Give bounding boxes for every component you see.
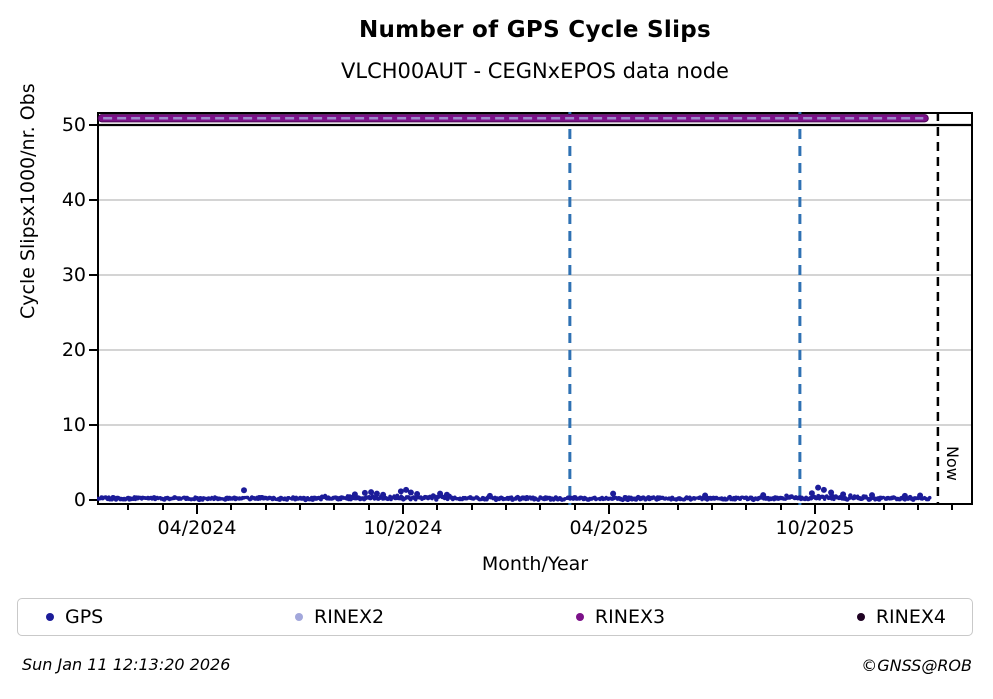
gps-outlier-point (815, 484, 822, 491)
legend-item-rinex4: RINEX4 (856, 606, 946, 628)
y-tick-mark (89, 424, 97, 426)
y-tick-mark (89, 499, 97, 501)
x-minor-tick-mark (230, 505, 233, 510)
gps-outlier-point (828, 489, 835, 496)
x-minor-tick-mark (779, 505, 782, 510)
x-minor-tick-mark (916, 505, 919, 510)
x-minor-tick-mark (642, 505, 645, 510)
x-minor-tick-mark (436, 505, 439, 510)
x-minor-tick-mark (367, 505, 370, 510)
gps-outlier-point (373, 490, 380, 497)
legend-label: RINEX2 (314, 606, 385, 628)
gps-outlier-point (840, 491, 847, 498)
y-tick-mark (89, 124, 97, 126)
gps-outlier-point (869, 492, 875, 499)
x-minor-tick-mark (470, 505, 473, 510)
x-major-tick-mark (607, 505, 610, 514)
x-major-tick-mark (196, 505, 198, 514)
gps-outlier-point (437, 490, 444, 497)
gps-point (445, 496, 450, 502)
gps-outlier-point (351, 491, 358, 498)
x-axis-title: Month/Year (481, 553, 589, 575)
y-axis-title: Cycle Slipsx1000/nr. Obs (17, 83, 39, 319)
y-tick-label: 50 (61, 113, 86, 136)
y-tick-mark (89, 199, 97, 201)
gps-point (822, 497, 827, 501)
gps-outlier-point (820, 486, 827, 493)
y-tick-label: 30 (61, 263, 86, 286)
now-line-label: Now (943, 446, 962, 481)
y-tick-label: 10 (61, 413, 86, 436)
legend-item-rinex2: RINEX2 (295, 606, 384, 628)
x-minor-tick-mark (298, 505, 301, 510)
gps-outlier-point (380, 491, 387, 498)
x-major-tick-mark (401, 505, 404, 514)
x-minor-tick-mark (710, 505, 713, 510)
gps-outlier-point (486, 492, 493, 499)
legend-item-gps: GPS (46, 606, 103, 628)
x-minor-tick-mark (127, 505, 130, 510)
x-minor-tick-mark (539, 505, 542, 510)
x-minor-tick-mark (676, 505, 679, 510)
legend-marker-icon (856, 613, 865, 621)
legend-marker-icon (295, 613, 304, 621)
legend-label: GPS (65, 606, 104, 628)
x-minor-tick-mark (848, 505, 851, 510)
y-tick-label: 0 (73, 488, 86, 511)
x-major-tick-mark (813, 505, 816, 514)
x-tick-label: 10/2024 (363, 517, 443, 539)
gps-outlier-point (361, 489, 368, 496)
y-tick-mark (89, 274, 97, 276)
gps-point (395, 493, 400, 498)
x-minor-tick-mark (573, 505, 576, 510)
gps-outlier-point (414, 491, 421, 497)
gps-outlier-point (368, 489, 375, 496)
chart-legend: GPS RINEX2 RINEX3 RINEX4 (17, 598, 973, 636)
gps-outlier-point (407, 489, 414, 496)
x-minor-tick-mark (333, 505, 336, 510)
legend-label: RINEX3 (594, 606, 666, 628)
chart-subtitle: VLCH00AUT - CEGNxEPOS data node (341, 59, 729, 83)
legend-marker-icon (575, 613, 584, 621)
gps-outlier-point (610, 490, 617, 497)
chart-canvas (97, 112, 973, 505)
y-tick-label: 40 (61, 188, 86, 211)
plot-timestamp: Sun Jan 11 12:13:20 2026 (22, 655, 231, 674)
gps-point (927, 495, 932, 500)
legend-marker-icon (46, 613, 54, 621)
gps-outlier-point (443, 491, 450, 498)
x-minor-tick-mark (161, 505, 164, 510)
chart-title: Number of GPS Cycle Slips (358, 17, 712, 43)
x-minor-tick-mark (882, 505, 885, 510)
copyright-credit: ©GNSS@ROB (861, 656, 972, 675)
gps-outlier-point (901, 492, 908, 499)
x-minor-tick-mark (264, 505, 267, 510)
x-tick-label: 10/2025 (775, 517, 855, 539)
plot-spines (97, 112, 973, 505)
legend-label: RINEX4 (875, 606, 946, 628)
gps-outlier-point (241, 487, 247, 494)
plot-area (97, 112, 973, 505)
y-tick-mark (89, 349, 97, 351)
x-minor-tick-mark (745, 505, 748, 510)
x-minor-tick-mark (504, 505, 507, 510)
gps-outlier-point (403, 486, 410, 493)
gps-outlier-point (808, 490, 815, 497)
gps-outlier-point (917, 492, 924, 499)
gps-outlier-point (397, 488, 404, 495)
x-tick-label: 04/2025 (569, 517, 649, 539)
gps-outlier-point (702, 492, 709, 499)
x-minor-tick-mark (951, 505, 954, 510)
legend-item-rinex3: RINEX3 (575, 606, 666, 628)
gps-outlier-point (760, 492, 767, 499)
x-tick-label: 04/2024 (157, 517, 237, 539)
y-tick-label: 20 (61, 338, 86, 361)
